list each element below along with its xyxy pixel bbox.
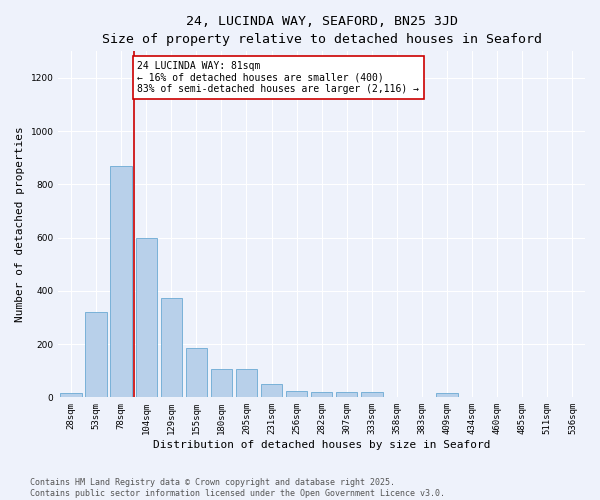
Text: 24 LUCINDA WAY: 81sqm
← 16% of detached houses are smaller (400)
83% of semi-det: 24 LUCINDA WAY: 81sqm ← 16% of detached … bbox=[137, 60, 419, 94]
Bar bbox=[236, 370, 257, 398]
Bar bbox=[60, 394, 82, 398]
Bar bbox=[361, 392, 383, 398]
Bar bbox=[261, 384, 282, 398]
Bar bbox=[336, 392, 358, 398]
Bar bbox=[161, 298, 182, 398]
Text: Contains HM Land Registry data © Crown copyright and database right 2025.
Contai: Contains HM Land Registry data © Crown c… bbox=[30, 478, 445, 498]
Bar bbox=[311, 392, 332, 398]
X-axis label: Distribution of detached houses by size in Seaford: Distribution of detached houses by size … bbox=[153, 440, 490, 450]
Bar bbox=[436, 394, 458, 398]
Bar bbox=[85, 312, 107, 398]
Bar bbox=[211, 370, 232, 398]
Bar bbox=[286, 390, 307, 398]
Y-axis label: Number of detached properties: Number of detached properties bbox=[15, 126, 25, 322]
Bar bbox=[110, 166, 132, 398]
Bar bbox=[185, 348, 207, 398]
Bar bbox=[136, 238, 157, 398]
Title: 24, LUCINDA WAY, SEAFORD, BN25 3JD
Size of property relative to detached houses : 24, LUCINDA WAY, SEAFORD, BN25 3JD Size … bbox=[102, 15, 542, 46]
